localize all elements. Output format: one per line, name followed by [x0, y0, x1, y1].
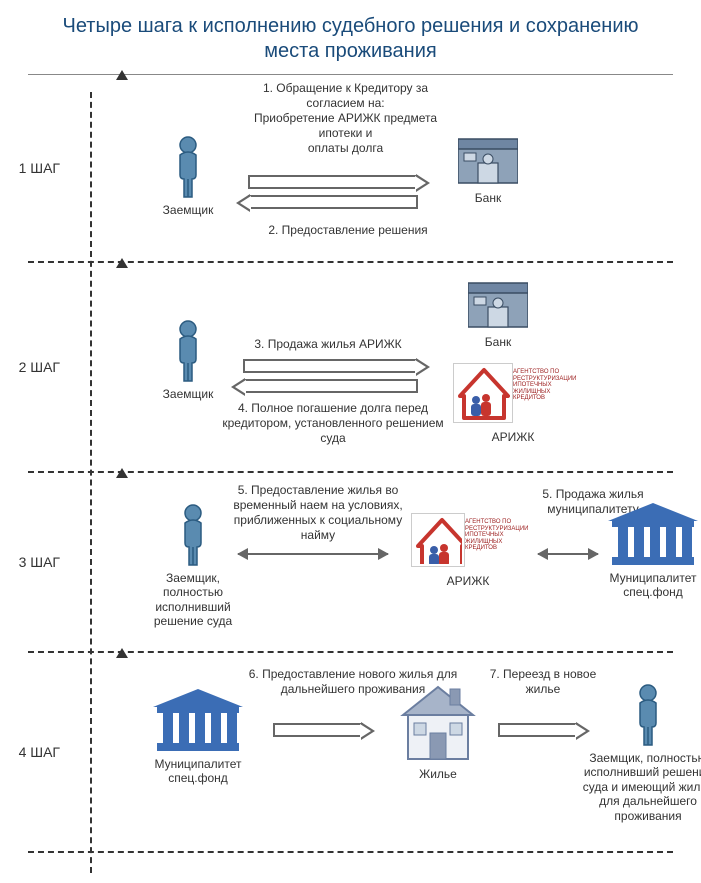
arrow-2-right [243, 359, 418, 373]
actor-borrower-4: Заемщик, полностью исполнивший решение с… [578, 683, 701, 823]
step-3: 3 ШАГ Заемщик, полностью исполнивший реш… [28, 473, 673, 653]
note-5a: 5. Предоставление жилья во временный нае… [223, 483, 413, 543]
actor-arijk-2: АГЕНТСТВО ПО РЕСТРУКТУРИЗАЦИИ ИПОТЕЧНЫХ … [438, 363, 588, 445]
arrow-1-right [248, 175, 418, 189]
person-icon [173, 503, 213, 567]
step-1: 1 ШАГ Заемщик 1. Обращение к Кредитору з… [28, 75, 673, 263]
note-3: 3. Продажа жилья АРИЖК [238, 337, 418, 352]
arrow-1-left [248, 195, 418, 209]
arrow-2-left [243, 379, 418, 393]
page-title: Четыре шага к исполнению судебного решен… [0, 0, 701, 72]
person-icon [168, 319, 208, 383]
arijk-icon [456, 366, 510, 420]
step-1-label: 1 ШАГ [0, 160, 60, 176]
actor-bank-2: Банк [448, 277, 548, 349]
bank-label: Банк [438, 191, 538, 205]
arijk-full: АГЕНТСТВО ПО РЕСТРУКТУРИЗАЦИИ ИПОТЕЧНЫХ … [513, 363, 573, 402]
actor-borrower-1: Заемщик [148, 135, 228, 217]
house-icon [398, 683, 478, 763]
note-4: 4. Полное погашение долга перед кредитор… [218, 401, 448, 446]
bank-icon [458, 133, 518, 187]
actor-housing: Жилье [388, 683, 488, 781]
note-2: 2. Предоставление решения [248, 223, 448, 238]
actor-borrower-2: Заемщик [148, 319, 228, 401]
actor-bank-1: Банк [438, 133, 538, 205]
step-3-label: 3 ШАГ [0, 554, 60, 570]
arrow-3a [238, 553, 388, 555]
actor-arijk-3: АГЕНТСТВО ПО РЕСТРУКТУРИЗАЦИИ ИПОТЕЧНЫХ … [393, 513, 543, 589]
arrow-4a [273, 723, 363, 737]
step-4: 4 ШАГ Муниципалитет спец.фонд 6. Предост… [28, 653, 673, 853]
gov-icon [153, 689, 243, 753]
person-icon [628, 683, 668, 747]
step-4-label: 4 ШАГ [0, 744, 60, 760]
actor-municipality-3: Муниципалитет спец.фонд [598, 503, 701, 600]
gov-icon [608, 503, 698, 567]
arrow-3b [538, 553, 598, 555]
bank-icon [468, 277, 528, 331]
arijk-icon [414, 516, 462, 564]
actor-municipality-4: Муниципалитет спец.фонд [138, 689, 258, 786]
note-1: 1. Обращение к Кредитору за согласием на… [233, 81, 458, 156]
borrower-label: Заемщик [148, 203, 228, 217]
step-2: 2 ШАГ Заемщик Банк 3. Продажа жилья АРИЖ… [28, 263, 673, 473]
arrow-4b [498, 723, 578, 737]
person-icon [168, 135, 208, 199]
step-2-label: 2 ШАГ [0, 359, 60, 375]
